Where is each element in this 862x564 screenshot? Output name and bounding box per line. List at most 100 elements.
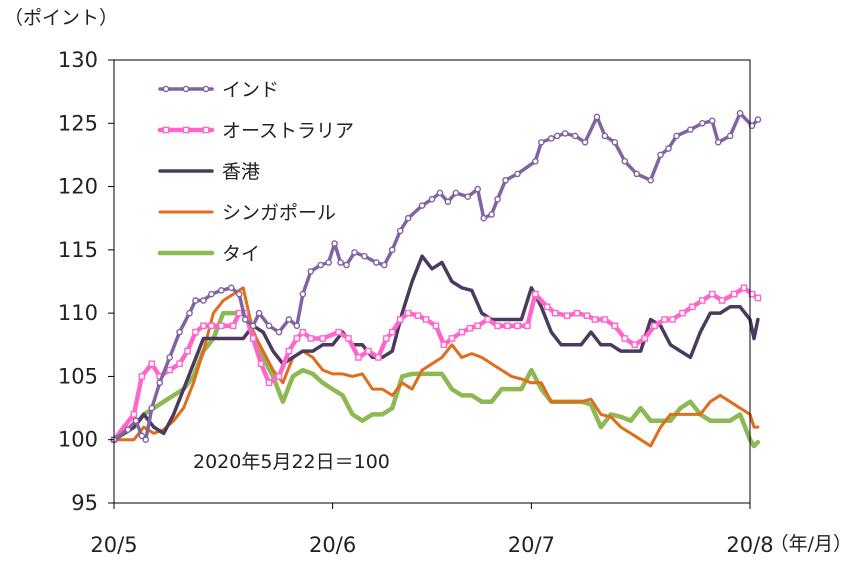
data-point: [563, 312, 571, 319]
data-point: [532, 157, 539, 165]
data-point: [718, 297, 726, 304]
data-point: [307, 335, 315, 342]
y-tick-label: 115: [58, 238, 98, 262]
y-tick-label: 125: [58, 111, 98, 135]
data-point: [422, 316, 430, 323]
data-point: [601, 132, 609, 140]
data-point: [687, 126, 694, 133]
series-line: [111, 310, 761, 449]
data-point: [192, 328, 199, 336]
data-point: [458, 328, 466, 336]
data-point: [583, 312, 591, 319]
data-point: [611, 138, 619, 146]
data-point: [657, 151, 664, 159]
data-point: [335, 328, 342, 336]
legend-marker: [162, 85, 170, 93]
y-axis-unit-label: （ポイント）: [4, 7, 118, 29]
legend-marker: [182, 126, 190, 134]
y-tick-label: 95: [71, 491, 98, 515]
data-point: [714, 138, 722, 146]
baseline-note: 2020年5月22日＝100: [193, 451, 390, 473]
series-line: [112, 254, 760, 442]
data-point: [388, 328, 396, 336]
data-point: [319, 335, 326, 342]
data-point: [192, 297, 199, 304]
x-axis-ticks: 20/5 20/6 20/7 20/8: [90, 503, 774, 557]
data-point: [448, 335, 456, 342]
data-point: [436, 189, 444, 197]
data-point: [208, 322, 215, 330]
data-point: [466, 325, 474, 332]
data-point: [241, 316, 249, 323]
data-point: [591, 316, 599, 323]
data-point: [414, 312, 422, 319]
legend-entry: シンガポール: [158, 202, 336, 224]
legend-label: シンガポール: [222, 202, 336, 224]
data-point: [331, 240, 338, 247]
series-line: [112, 111, 760, 442]
data-point: [504, 322, 511, 330]
data-point: [665, 145, 672, 152]
data-point: [176, 360, 183, 368]
data-point: [132, 417, 140, 425]
data-point: [404, 214, 412, 222]
data-point: [138, 432, 146, 440]
data-point: [148, 360, 156, 368]
legend-marker: [202, 85, 210, 93]
legend-label: インド: [222, 79, 279, 101]
data-point: [388, 246, 396, 254]
data-point: [571, 132, 579, 140]
data-point: [355, 354, 362, 361]
data-point: [208, 290, 215, 298]
data-point: [689, 303, 696, 311]
data-point: [551, 309, 559, 317]
data-point: [227, 284, 235, 292]
data-point: [235, 309, 243, 317]
data-point: [265, 379, 273, 387]
series-4: [111, 310, 761, 449]
data-point: [200, 297, 207, 304]
data-point: [488, 211, 495, 218]
y-tick-label: 110: [58, 301, 98, 325]
data-point: [679, 309, 686, 317]
data-point: [200, 322, 207, 330]
data-point: [186, 309, 193, 317]
data-point: [661, 316, 668, 323]
data-point: [317, 261, 325, 269]
data-point: [748, 122, 756, 130]
data-point: [432, 322, 440, 330]
data-point: [343, 261, 350, 269]
series-0: [110, 109, 762, 444]
data-point: [325, 259, 332, 266]
legend-entry: オーストラリア: [157, 120, 354, 142]
data-point: [285, 347, 293, 355]
series-layer: [110, 109, 762, 449]
data-point: [249, 322, 257, 330]
y-tick-label: 100: [58, 428, 98, 452]
y-tick-label: 130: [58, 48, 98, 72]
series-3: [112, 286, 760, 448]
data-point: [396, 316, 404, 323]
data-point: [444, 198, 452, 206]
data-point: [631, 341, 639, 349]
data-point: [184, 347, 191, 355]
data-point: [524, 322, 531, 330]
data-point: [218, 322, 225, 330]
data-point: [502, 176, 509, 184]
data-point: [581, 138, 589, 146]
data-point: [345, 335, 352, 342]
data-point: [396, 227, 404, 235]
data-point: [307, 268, 315, 275]
data-point: [275, 373, 283, 380]
data-point: [543, 303, 551, 311]
data-point: [293, 322, 301, 330]
legend-label: オーストラリア: [222, 120, 354, 142]
legend-entry: 香港: [158, 161, 260, 183]
data-point: [708, 290, 716, 298]
x-tick-label: 20/6: [309, 533, 356, 557]
data-point: [736, 109, 744, 117]
data-point: [440, 341, 448, 349]
data-point: [633, 170, 641, 178]
